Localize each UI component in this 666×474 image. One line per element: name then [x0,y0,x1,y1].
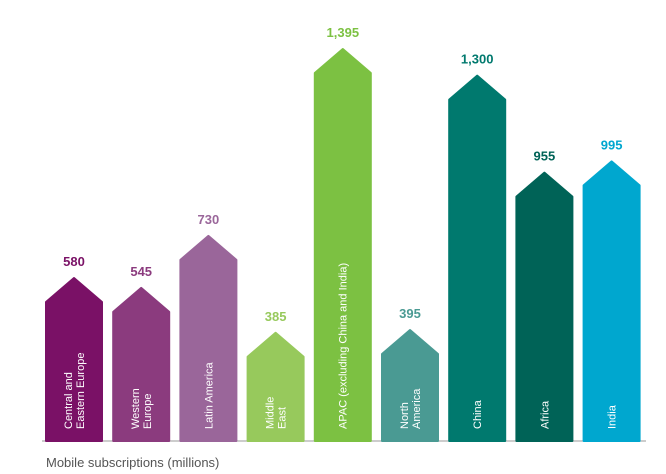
bar-5 [381,329,439,442]
category-label-line: Western [130,388,142,429]
value-label-1: 545 [130,264,152,279]
category-label-6: China [472,399,484,429]
bar-8 [582,160,641,442]
bar-6 [448,74,507,442]
value-label-8: 995 [601,137,623,152]
category-label-line: Europe [142,394,154,429]
category-label-line: Middle [264,397,276,429]
category-label-4: APAC (excluding China and India) [338,263,350,429]
category-label-line: China [472,399,484,429]
bar-4 [313,48,372,442]
category-label-line: Latin America [203,361,215,429]
value-label-3: 385 [265,309,287,324]
category-label-line: East [276,407,288,429]
category-label-3: MiddleEast [264,397,288,429]
value-label-0: 580 [63,254,85,269]
category-label-line: India [606,404,618,429]
bar-0 [45,277,103,442]
category-label-line: Eastern Europe [75,353,87,429]
category-label-1: WesternEurope [130,388,154,429]
category-label-8: India [606,404,618,429]
category-label-line: Africa [539,400,551,429]
bar-2 [179,234,238,442]
category-label-line: APAC (excluding China and India) [338,263,350,429]
bar-7 [515,171,574,442]
chart-caption: Mobile subscriptions (millions) [46,455,220,470]
category-label-2: Latin America [203,361,215,429]
value-label-4: 1,395 [327,25,360,40]
category-label-0: Central andEastern Europe [63,353,87,429]
category-label-5: NorthAmerica [399,388,423,429]
category-label-line: America [411,388,423,429]
value-label-7: 955 [534,149,556,164]
value-label-5: 395 [399,306,421,321]
bar-1 [112,286,171,442]
category-label-7: Africa [539,400,551,429]
bar-3 [246,331,305,442]
value-label-6: 1,300 [461,52,494,67]
category-label-line: North [399,402,411,429]
value-label-2: 730 [198,212,220,227]
category-label-line: Central and [63,372,75,429]
